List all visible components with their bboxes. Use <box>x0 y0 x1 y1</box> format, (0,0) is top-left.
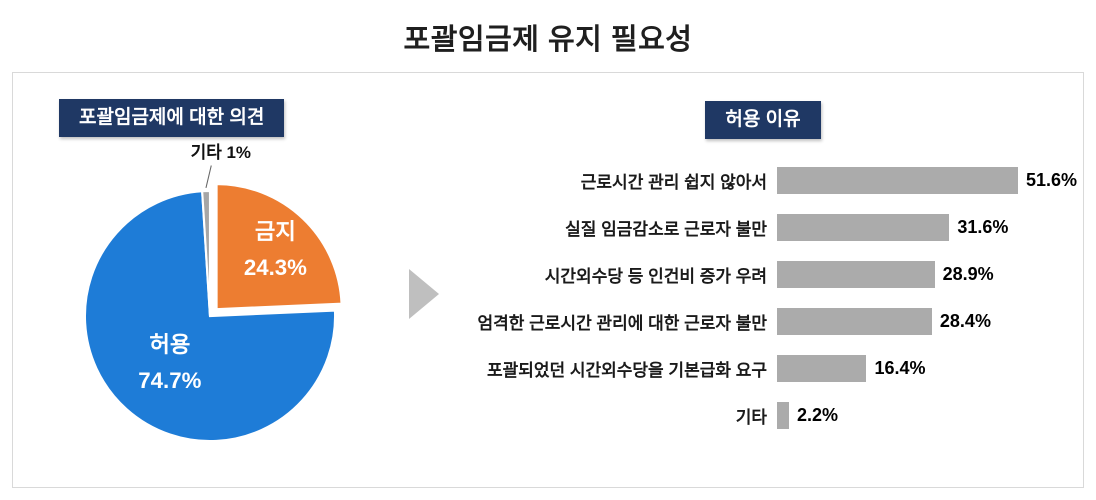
bar-category-label: 근로시간 관리 쉽지 않아서 <box>580 173 767 192</box>
bar-track: 16.4% <box>777 345 1077 392</box>
bar-fill <box>777 402 789 429</box>
pie-section: 포괄임금제에 대한 의견 금지 24.3% 허용 74.7% 기타 1% <box>43 99 403 454</box>
bar-track: 28.9% <box>777 251 1077 298</box>
pie-slice-0 <box>215 183 343 311</box>
bar-track: 2.2% <box>777 392 1077 439</box>
pie-slice-1 <box>83 190 337 443</box>
bar-category-label: 실질 임금감소로 근로자 불만 <box>565 220 767 239</box>
bar-fill <box>777 214 950 241</box>
bar-section: 허용 이유 근로시간 관리 쉽지 않아서 51.6% 실질 임금감소로 근로자 불만… <box>449 101 1077 439</box>
bar-row: 엄격한 근로시간 관리에 대한 근로자 불만 28.4% <box>449 298 1077 345</box>
bar-row: 포괄되었던 시간외수당을 기본급화 요구 16.4% <box>449 345 1077 392</box>
bar-value-label: 28.4% <box>939 311 991 331</box>
bar-value-label: 31.6% <box>957 217 1009 237</box>
bar-row: 근로시간 관리 쉽지 않아서 51.6% <box>449 157 1077 204</box>
bar-track: 28.4% <box>777 298 1077 345</box>
pie-slice-2 <box>201 189 212 317</box>
bar-track: 31.6% <box>777 204 1077 251</box>
bar-category-label: 시간외수당 등 인건비 증가 우려 <box>544 267 767 286</box>
bar-fill <box>777 355 867 382</box>
pie-slice-label: 허용 74.7% <box>138 332 201 393</box>
pie-slice-label: 금지 24.3% <box>244 219 307 280</box>
pie-chart: 금지 24.3% 허용 74.7% 기타 1% <box>83 143 343 443</box>
bar-track: 51.6% <box>777 157 1077 204</box>
pie-outside-label: 기타 1% <box>191 143 251 162</box>
bar-value-label: 28.9% <box>942 264 994 284</box>
pie-title-badge: 포괄임금제에 대한 의견 <box>59 99 285 137</box>
bar-fill <box>777 167 1018 194</box>
bar-title-badge: 허용 이유 <box>705 101 821 139</box>
arrow-right-icon <box>409 269 439 319</box>
bar-category-label: 기타 <box>735 408 767 427</box>
bar-category-label: 엄격한 근로시간 관리에 대한 근로자 불만 <box>477 314 768 333</box>
bar-fill <box>777 308 932 335</box>
pie-leader-line <box>205 165 212 189</box>
bar-row: 실질 임금감소로 근로자 불만 31.6% <box>449 204 1077 251</box>
page-title: 포괄임금제 유지 필요성 <box>403 24 693 56</box>
bar-value-label: 2.2% <box>797 405 839 425</box>
bar-row: 시간외수당 등 인건비 증가 우려 28.9% <box>449 251 1077 298</box>
bar-value-label: 51.6% <box>1025 170 1077 190</box>
bar-value-label: 16.4% <box>874 358 926 378</box>
bar-row: 기타 2.2% <box>449 392 1077 439</box>
bar-category-label: 포괄되었던 시간외수당을 기본급화 요구 <box>486 361 767 380</box>
chart-panel: 포괄임금제에 대한 의견 금지 24.3% 허용 74.7% 기타 1% 허용 이유 근… <box>12 72 1084 488</box>
bar-chart: 근로시간 관리 쉽지 않아서 51.6% 실질 임금감소로 근로자 불만 31.6% 시… <box>449 157 1077 439</box>
bar-fill <box>777 261 935 288</box>
